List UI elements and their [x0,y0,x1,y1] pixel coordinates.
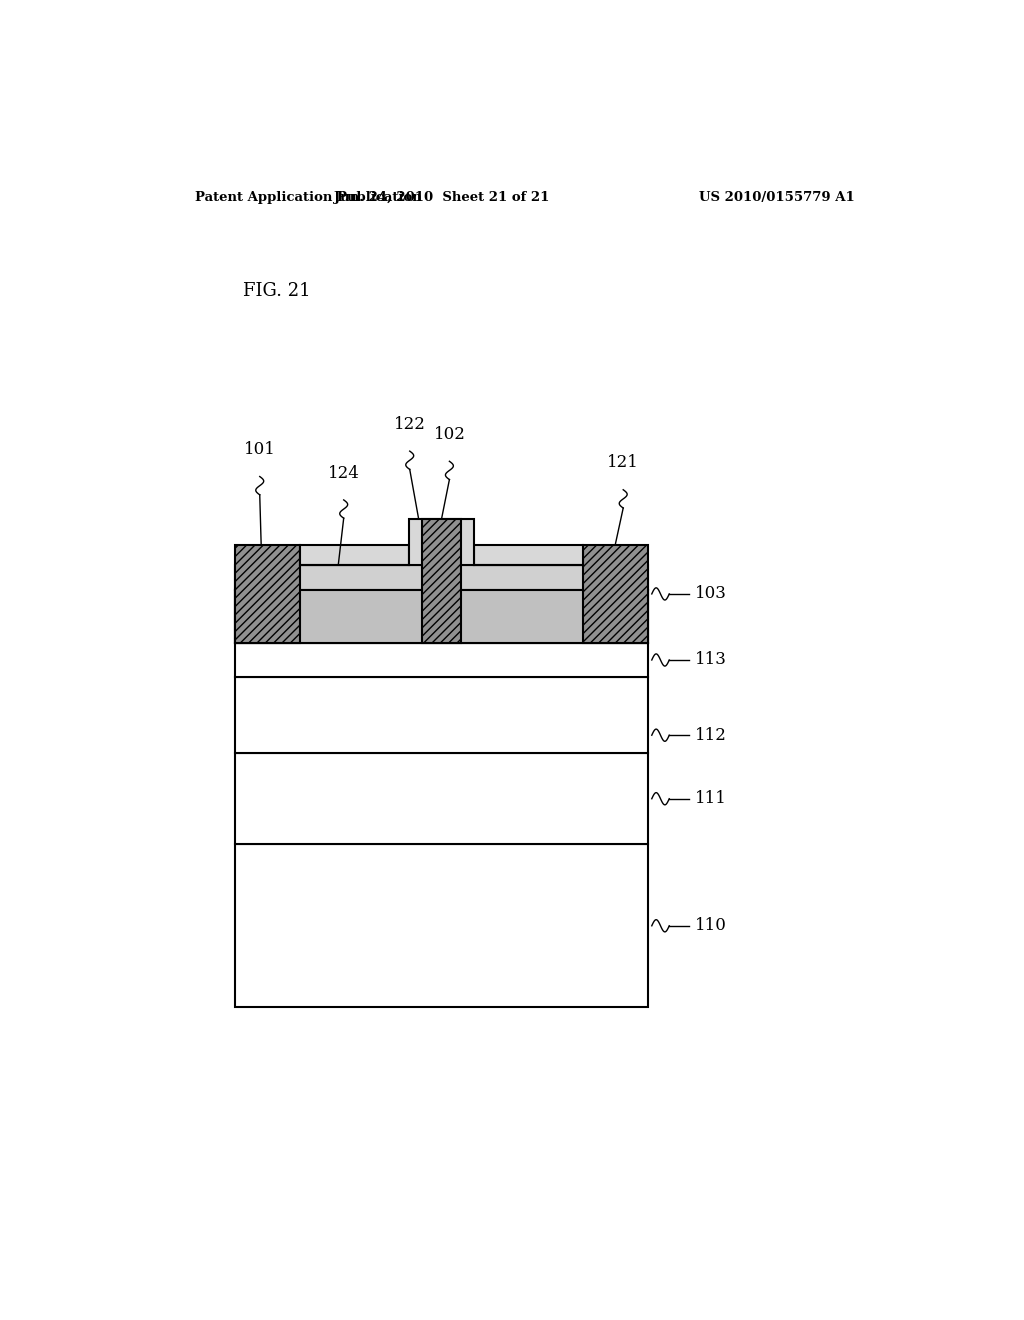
Bar [409,519,474,565]
Bar [461,590,583,643]
Bar [236,845,648,1007]
Text: 112: 112 [694,727,726,743]
Text: 103: 103 [694,586,726,602]
Bar [236,565,648,590]
Bar [236,590,648,643]
Bar [423,519,461,643]
Bar [236,752,648,845]
Text: 111: 111 [694,791,726,808]
Text: 121: 121 [607,454,639,471]
Bar [236,590,648,643]
Text: US 2010/0155779 A1: US 2010/0155779 A1 [699,190,855,203]
Text: FIG. 21: FIG. 21 [243,281,310,300]
Bar [236,545,300,643]
Bar [236,643,648,677]
Bar [300,590,423,643]
Text: 124: 124 [328,465,359,482]
Bar [236,677,648,752]
Bar [474,545,583,565]
Text: Jun. 24, 2010  Sheet 21 of 21: Jun. 24, 2010 Sheet 21 of 21 [334,190,549,203]
Text: 122: 122 [394,416,426,433]
Bar [300,545,409,565]
Bar [583,545,648,643]
Text: Patent Application Publication: Patent Application Publication [196,190,422,203]
Text: 101: 101 [244,441,275,458]
Text: 102: 102 [433,426,465,444]
Text: 113: 113 [694,652,726,668]
Text: 110: 110 [694,917,726,935]
